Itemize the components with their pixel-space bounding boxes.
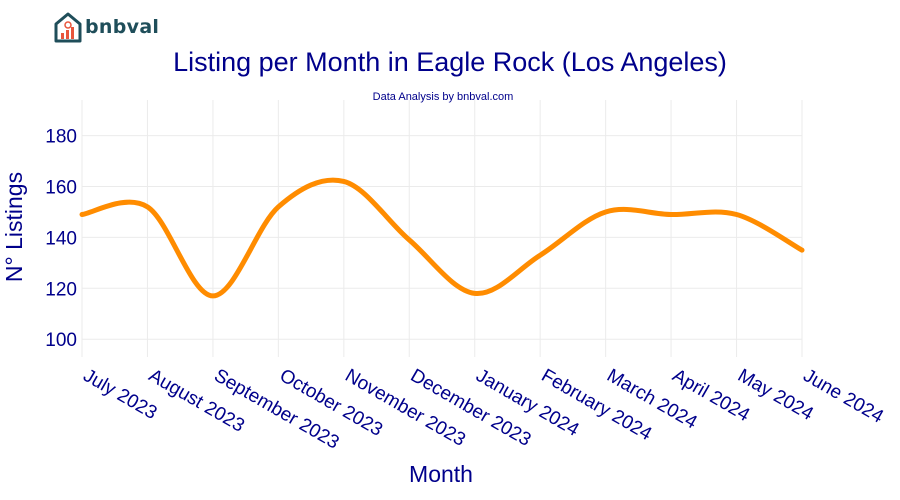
y-tick-label: 140 xyxy=(45,228,77,249)
x-tick-label: June 2024 xyxy=(800,365,888,428)
y-tick-label: 100 xyxy=(45,330,77,351)
chart-title: Listing per Month in Eagle Rock (Los Ang… xyxy=(173,47,727,77)
y-axis-ticks: 100 120 140 160 180 xyxy=(45,127,77,352)
y-axis-label: N° Listings xyxy=(1,172,27,282)
x-tick-label: February 2024 xyxy=(538,365,656,445)
x-axis-label: Month xyxy=(409,461,473,487)
brand-logo: bnbval xyxy=(54,11,159,43)
y-tick-label: 120 xyxy=(45,279,77,300)
house-logo-icon xyxy=(54,12,82,43)
y-tick-label: 180 xyxy=(45,127,77,148)
chart-subtitle: Data Analysis by bnbval.com xyxy=(373,91,514,103)
data-points xyxy=(82,181,802,296)
series-line xyxy=(79,177,805,299)
grid-lines xyxy=(81,100,803,357)
x-tick-label: July 2023 xyxy=(80,365,161,424)
y-tick-label: 160 xyxy=(45,178,77,199)
brand-name: bnbval xyxy=(85,16,160,38)
